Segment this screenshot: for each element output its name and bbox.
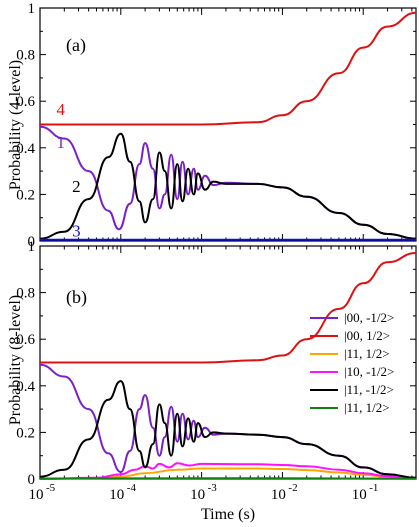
y-tick-label: 0.2 xyxy=(16,425,35,441)
legend-label: |11, -1/2> xyxy=(344,382,394,397)
y-tick-label: 0 xyxy=(28,472,36,488)
y-tick-label: 1 xyxy=(28,1,36,17)
series-line-b-5 xyxy=(39,477,417,480)
x-tick-label: 10 xyxy=(271,487,286,503)
y-tick-label: 0.4 xyxy=(16,379,35,395)
series-line-b-3 xyxy=(39,462,417,480)
series-line-a-0 xyxy=(40,11,417,126)
x-tick-exponent: -5 xyxy=(46,482,56,494)
x-tick-exponent: -3 xyxy=(208,482,218,494)
legend: |00, -1/2> |00, 1/2> |11, 1/2> |10, -1/2> |1… xyxy=(310,310,394,415)
series-line-a-2 xyxy=(39,132,417,240)
y-tick-label: 0.4 xyxy=(16,141,35,157)
curve-label: 2 xyxy=(72,177,81,196)
y-tick-label: 0.8 xyxy=(16,48,35,64)
panel-b-label: (b) xyxy=(66,287,87,308)
curve-label: 4 xyxy=(56,100,65,119)
panel-a-label: (a) xyxy=(66,35,86,56)
x-tick-label: 10 xyxy=(352,487,367,503)
legend-label: |11, 1/2> xyxy=(344,346,390,361)
y-tick-label: 1 xyxy=(28,239,36,255)
x-tick-label: 10 xyxy=(190,487,205,503)
curve-label: 1 xyxy=(56,133,65,152)
curve-label: 3 xyxy=(72,221,81,240)
series-line-b-4 xyxy=(39,380,417,479)
legend-label: |10, -1/2> xyxy=(344,364,394,379)
x-tick-exponent: -2 xyxy=(288,482,297,494)
plot-area-a: 0 0.2 0.4 0.6 0.8 1 4 1 2 3 xyxy=(16,1,417,250)
x-tick-label: 10 xyxy=(109,487,124,503)
panel-b-ylabel: Probability (8-level) xyxy=(7,295,24,425)
y-tick-label: 0.6 xyxy=(16,94,35,110)
y-tick-label: 0 xyxy=(28,234,36,250)
y-tick-label: 0.6 xyxy=(16,332,35,348)
series-line-b-1 xyxy=(39,252,417,364)
legend-label: |00, -1/2> xyxy=(344,310,394,325)
panel-b: Probability (8-level) (b) Time (s) 0 0.2 0… xyxy=(7,239,417,523)
series-line-b-2 xyxy=(39,467,417,480)
legend-label: |00, 1/2> xyxy=(344,328,390,343)
y-tick-label: 0.2 xyxy=(16,187,35,203)
x-tick-exponent: -1 xyxy=(369,482,378,494)
x-tick-exponent: -4 xyxy=(127,482,137,494)
x-tick-label: 10 xyxy=(29,487,44,503)
legend-label: |11, 1/2> xyxy=(344,400,390,415)
x-axis-title: Time (s) xyxy=(201,506,255,523)
panel-a-ylabel: Probability (4-level) xyxy=(7,60,24,190)
y-tick-label: 0.8 xyxy=(16,286,35,302)
panel-a: Probability (4-level) (a) 0 0.2 0.4 0.6 0.8 1… xyxy=(7,1,417,250)
